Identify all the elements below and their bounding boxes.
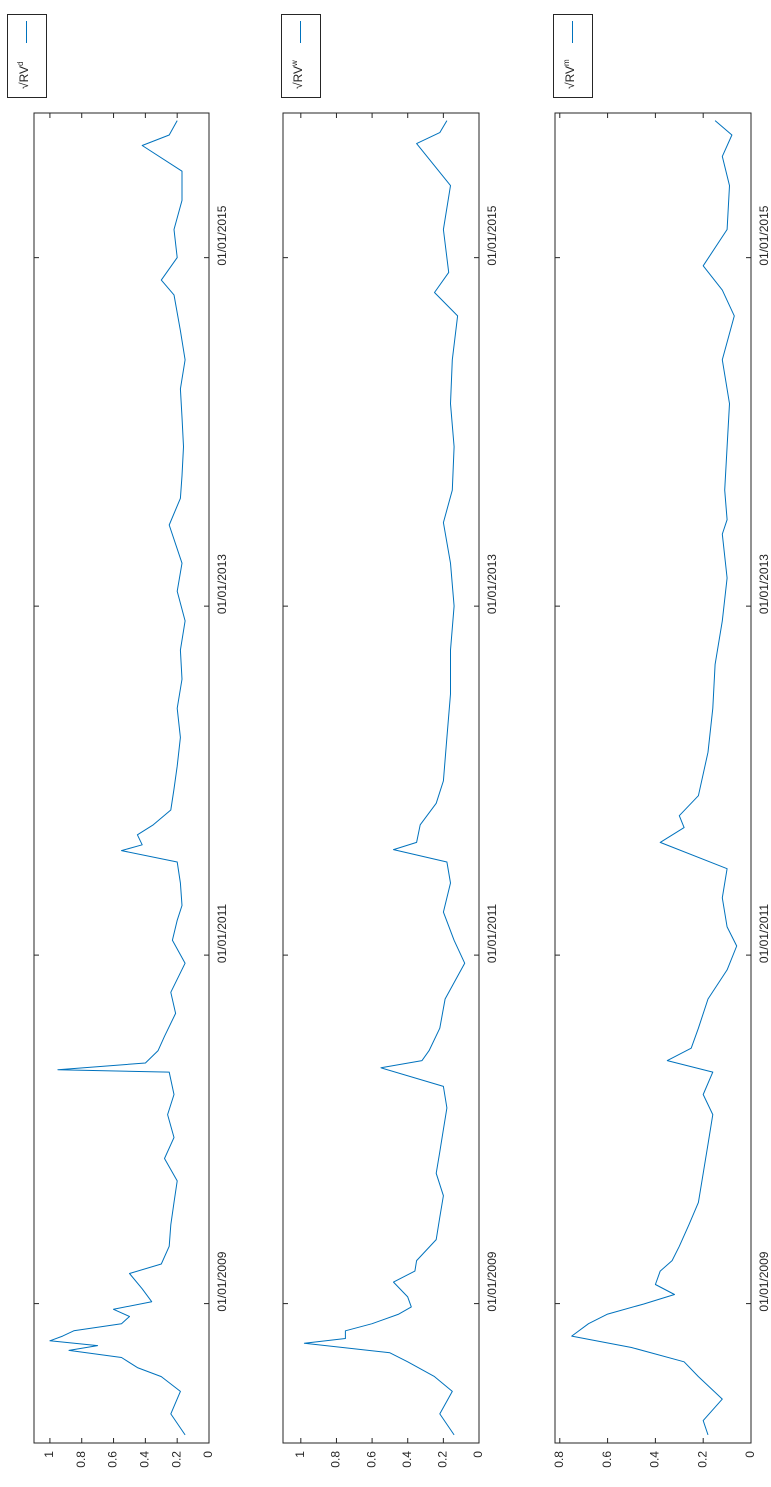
legend-line-monthly [572,21,573,43]
value-tick-label-weekly: 0.8 [329,1451,343,1468]
legend-weekly: √RVw [281,14,321,98]
date-tick-label-daily: 01/01/2011 [215,904,229,963]
axes-box-daily [33,112,210,1444]
date-tick-label-daily: 01/01/2013 [215,554,229,614]
date-tick-label-monthly: 01/01/2009 [757,1251,771,1311]
value-tick-label-weekly: 0 [471,1451,485,1458]
value-tick-label-monthly: 0.6 [600,1451,614,1468]
axes-box-monthly [554,112,752,1444]
legend-monthly: √RVm [553,14,593,98]
value-tick-label-daily: 0.2 [169,1451,183,1468]
value-tick-label-monthly: 0.8 [552,1451,566,1468]
axes-box-weekly [282,112,480,1444]
legend-label-daily: √RVd [16,61,31,90]
legend-daily: √RVd [7,14,47,98]
date-tick-label-weekly: 01/01/2015 [485,205,499,265]
value-tick-label-daily: 0.8 [74,1451,88,1468]
value-tick-label-weekly: 1 [293,1451,307,1458]
panel-daily: 0 0.2 0.4 0.6 0.8 1 01/01/2009 01/01/2011 01/01/… [33,112,229,1468]
panel-weekly: 0 0.2 0.4 0.6 0.8 1 01/01/2009 01/01/2011 01/01/… [282,112,499,1468]
value-tick-label-daily: 0 [201,1451,215,1458]
date-tick-label-daily: 01/01/2009 [215,1251,229,1311]
value-tick-label-weekly: 0.2 [436,1451,450,1468]
legend-line-daily [26,21,27,43]
value-tick-label-monthly: 0.4 [648,1451,662,1468]
date-tick-label-monthly: 01/01/2015 [757,205,771,265]
legend-line-weekly [300,21,301,43]
legend-label-weekly: √RVw [290,60,305,89]
legend-label-monthly: √RVm [562,59,577,89]
panel-monthly: 0 0.2 0.4 0.6 0.8 01/01/2009 01/01/2011 01/01/2… [552,112,771,1468]
value-tick-label-monthly: 0.2 [695,1451,709,1468]
date-tick-label-daily: 01/01/2015 [215,205,229,265]
date-tick-label-weekly: 01/01/2011 [485,904,499,963]
series-line-weekly [303,120,466,1436]
series-line-daily [49,120,186,1436]
date-tick-label-weekly: 01/01/2009 [485,1251,499,1311]
value-tick-label-daily: 1 [42,1451,56,1458]
value-tick-label-monthly: 0 [743,1451,757,1458]
value-tick-label-weekly: 0.4 [400,1451,414,1468]
value-tick-label-daily: 0.6 [106,1451,120,1468]
date-tick-label-monthly: 01/01/2013 [757,554,771,614]
value-tick-label-daily: 0.4 [138,1451,152,1468]
date-tick-label-weekly: 01/01/2013 [485,554,499,614]
date-tick-label-monthly: 01/01/2011 [757,904,771,963]
value-tick-label-weekly: 0.6 [364,1451,378,1468]
series-line-monthly [571,120,738,1436]
